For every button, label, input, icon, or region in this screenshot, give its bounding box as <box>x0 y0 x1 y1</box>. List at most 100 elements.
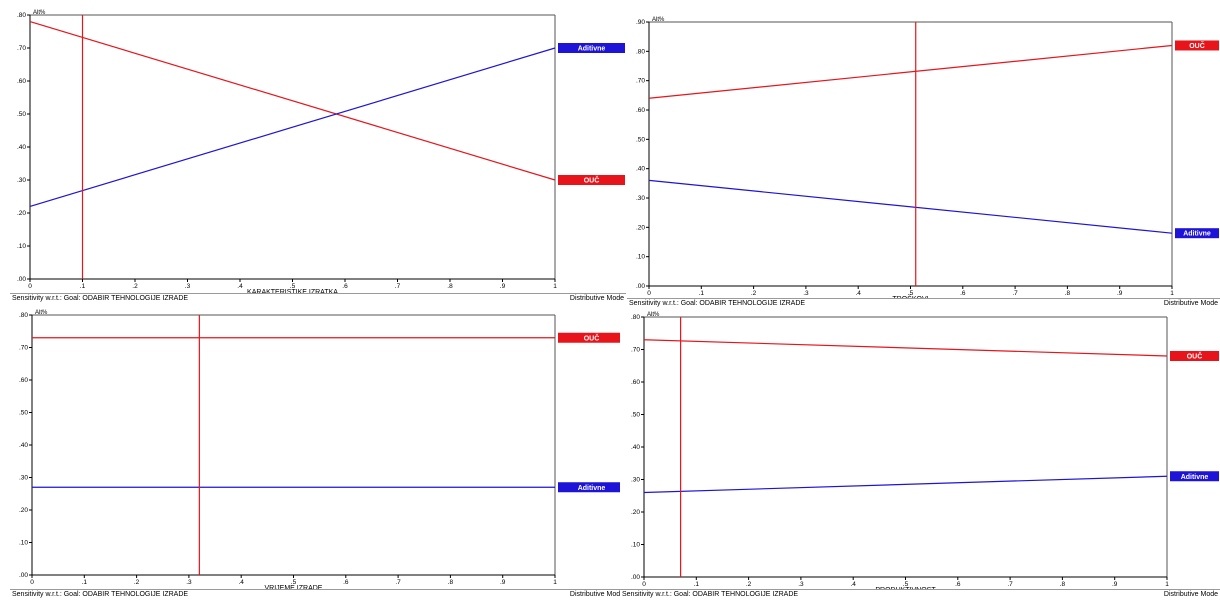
x-tick-label: .6 <box>343 579 349 586</box>
series-tag-label: OUČ <box>1187 352 1203 361</box>
status-bar: Sensitivity w.r.t.: Goal: ODABIR TEHNOLO… <box>10 590 626 601</box>
x-tick-label: 1 <box>1170 290 1174 297</box>
y-axis-label: Alt% <box>652 17 665 23</box>
x-tick-label: .9 <box>500 579 506 586</box>
x-tick-label: .2 <box>746 581 752 588</box>
series-line-red <box>648 44 1173 99</box>
y-tick-label: .80 <box>19 312 28 319</box>
y-tick-label: .40 <box>631 444 640 451</box>
series-tag-label: Aditivne <box>578 485 606 492</box>
goal-label: Sensitivity w.r.t.: Goal: ODABIR TEHNOLO… <box>12 295 189 302</box>
x-axis-label: VRIJEME IZRADE <box>265 585 323 589</box>
chart-panel-troskovi: Alt% .00 .10 .20 .30 .40 .50 .60 .70 .80 .90 0 .1 .2.… <box>627 12 1220 309</box>
y-tick-label: .40 <box>19 442 28 449</box>
status-bar: Sensitivity w.r.t.: Goal: ODABIR TEHNOLO… <box>620 590 1220 601</box>
y-tick-label: .00 <box>17 276 26 283</box>
status-bar: Sensitivity w.r.t.: Goal: ODABIR TEHNOLO… <box>627 299 1220 309</box>
y-tick-label: .60 <box>636 107 645 114</box>
y-tick-label: .50 <box>636 136 645 143</box>
x-tick-label: .4 <box>855 290 861 297</box>
x-tick-label: .4 <box>238 579 244 586</box>
x-tick-label: .9 <box>500 283 506 290</box>
series-line-blue <box>29 47 556 207</box>
y-tick-label: .20 <box>636 224 645 231</box>
y-tick-label: .30 <box>17 177 26 184</box>
y-tick-label: .10 <box>636 254 645 261</box>
x-tick-label: .1 <box>80 283 86 290</box>
y-tick-label: .20 <box>631 509 640 516</box>
series-line-red <box>29 21 556 181</box>
x-tick-label: .7 <box>1007 581 1013 588</box>
x-tick-label: 1 <box>553 579 557 586</box>
x-tick-label: .8 <box>1065 290 1071 297</box>
x-tick-label: .8 <box>447 283 453 290</box>
x-tick-label: .8 <box>448 579 454 586</box>
y-tick-label: .70 <box>636 78 645 85</box>
x-tick-label: .4 <box>237 283 243 290</box>
status-bar: Sensitivity w.r.t.: Goal: ODABIR TEHNOLO… <box>10 294 626 305</box>
x-tick-label: .3 <box>185 283 191 290</box>
y-tick-label: .10 <box>19 540 28 547</box>
sensitivity-chart: Alt% .00 .10 .20 .30 .40 .50 .60 .70 .80 0 .1 .2 .3 .4… <box>19 310 625 589</box>
series-tag-label: Aditivne <box>1181 474 1209 481</box>
y-tick-label: .60 <box>19 377 28 384</box>
x-tick-label: .7 <box>395 579 401 586</box>
x-tick-label: .1 <box>699 290 705 297</box>
x-tick-label: .7 <box>1012 290 1018 297</box>
y-tick-label: .30 <box>19 475 28 482</box>
x-tick-label: .1 <box>694 581 700 588</box>
x-tick-label: .3 <box>186 579 192 586</box>
x-axis-label: PRODUKTIVNOST <box>875 587 936 589</box>
x-axis-label: TROŠKOVI <box>892 294 928 298</box>
x-tick-label: .5 <box>291 579 297 586</box>
goal-label: Sensitivity w.r.t.: Goal: ODABIR TEHNOLO… <box>622 591 799 598</box>
x-tick-label: 1 <box>1165 581 1169 588</box>
y-tick-label: .70 <box>17 45 26 52</box>
x-tick-label: .6 <box>342 283 348 290</box>
x-tick-label: .3 <box>798 581 804 588</box>
series-tag-label: OUČ <box>584 333 600 342</box>
series-tag-blue <box>558 43 625 53</box>
series-tag-red <box>558 175 625 185</box>
x-tick-label: 0 <box>30 579 34 586</box>
series-line-red <box>643 339 1168 357</box>
y-tick-label: .20 <box>19 507 28 514</box>
chart-panel-produktivnost: Alt% .00 .10 .20 .30 .40 .50 .60 .70 .80 0 .1 .2 .3 .4… <box>620 311 1220 601</box>
sensitivity-chart: Alt% .00 .10 .20 .30 .40 .50 .60 .70 .80 .90 0 .1 .2.… <box>636 17 1219 298</box>
y-tick-label: .80 <box>17 12 26 19</box>
x-tick-label: .9 <box>1117 290 1123 297</box>
series-tag-label: Aditivne <box>578 46 606 53</box>
series-tag-blue <box>558 482 625 493</box>
y-axis-label: Alt% <box>35 310 48 316</box>
series-tag-red <box>1170 351 1219 361</box>
y-tick-label: .60 <box>631 379 640 386</box>
y-tick-label: .30 <box>636 195 645 202</box>
x-tick-label: .2 <box>134 579 140 586</box>
y-tick-label: .20 <box>17 210 26 217</box>
y-tick-label: .50 <box>17 111 26 118</box>
series-tag-red <box>1175 40 1219 51</box>
series-line-blue <box>648 179 1173 234</box>
series-tag-label: OUČ <box>1189 41 1205 50</box>
x-tick-label: 0 <box>642 581 646 588</box>
x-tick-label: .5 <box>908 290 914 297</box>
x-tick-label: .2 <box>132 283 138 290</box>
x-tick-label: .4 <box>850 581 856 588</box>
series-tag-blue <box>1175 228 1219 239</box>
series-tag-red <box>558 332 625 343</box>
goal-label: Sensitivity w.r.t.: Goal: ODABIR TEHNOLO… <box>629 300 806 307</box>
sensitivity-chart: Alt% .00 .10 .20 .30 .40 .50 .60 .70 .80 0 .1 .2 .3 .4… <box>17 10 625 293</box>
x-axis-label: KARAKTERISTIKE IZRATKA <box>247 289 338 293</box>
y-tick-label: .60 <box>17 78 26 85</box>
x-tick-label: .7 <box>395 283 401 290</box>
y-tick-label: .30 <box>631 477 640 484</box>
x-tick-label: .1 <box>82 579 88 586</box>
x-tick-label: .8 <box>1060 581 1066 588</box>
series-tag-label: OUČ <box>584 176 600 185</box>
series-tag-blue <box>1170 471 1219 482</box>
y-tick-label: .50 <box>19 410 28 417</box>
y-tick-label: .00 <box>19 572 28 579</box>
x-tick-label: .6 <box>960 290 966 297</box>
sensitivity-chart: Alt% .00 .10 .20 .30 .40 .50 .60 .70 .80 0 .1 .2 .3 .4… <box>631 312 1219 589</box>
chart-panel-karakteristike: Alt% .00 .10 .20 .30 .40 .50 .60 .70 .80 0 .1 .2 .3 .4… <box>10 5 626 305</box>
